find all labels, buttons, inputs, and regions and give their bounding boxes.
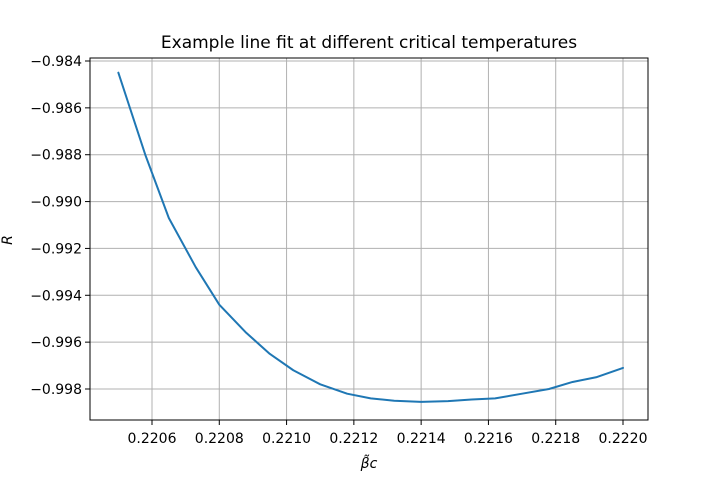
y-tick-label: −0.996 [30, 335, 82, 351]
x-axis-label: β̃c [360, 454, 378, 472]
x-tick-label: 0.2220 [599, 431, 648, 447]
grid [90, 58, 648, 420]
x-tick-label: 0.2212 [329, 431, 378, 447]
y-tick-label: −0.992 [30, 241, 82, 257]
y-axis-label: R [0, 235, 16, 245]
y-tick-label: −0.984 [30, 54, 82, 70]
x-tick-label: 0.2216 [464, 431, 513, 447]
y-tick-label: −0.994 [30, 288, 82, 304]
x-tick-label: 0.2218 [531, 431, 580, 447]
y-tick-label: −0.990 [30, 195, 82, 211]
y-tick-label: −0.988 [30, 148, 82, 164]
plot-frame [89, 57, 649, 421]
x-tick-label: 0.2210 [262, 431, 311, 447]
chart-title: Example line fit at different critical t… [161, 33, 577, 53]
series-layer [117, 71, 624, 403]
y-tick-label: −0.998 [30, 382, 82, 398]
x-tick-label: 0.2214 [397, 431, 446, 447]
x-tick-label: 0.2208 [195, 431, 244, 447]
x-tick-label: 0.2206 [128, 431, 177, 447]
y-tick-label: −0.986 [30, 101, 82, 117]
series-line [117, 71, 624, 403]
axis-ticks: 0.2206 0.2208 0.2210 0.2212 0.2214 0.2216 0.22… [30, 54, 647, 447]
